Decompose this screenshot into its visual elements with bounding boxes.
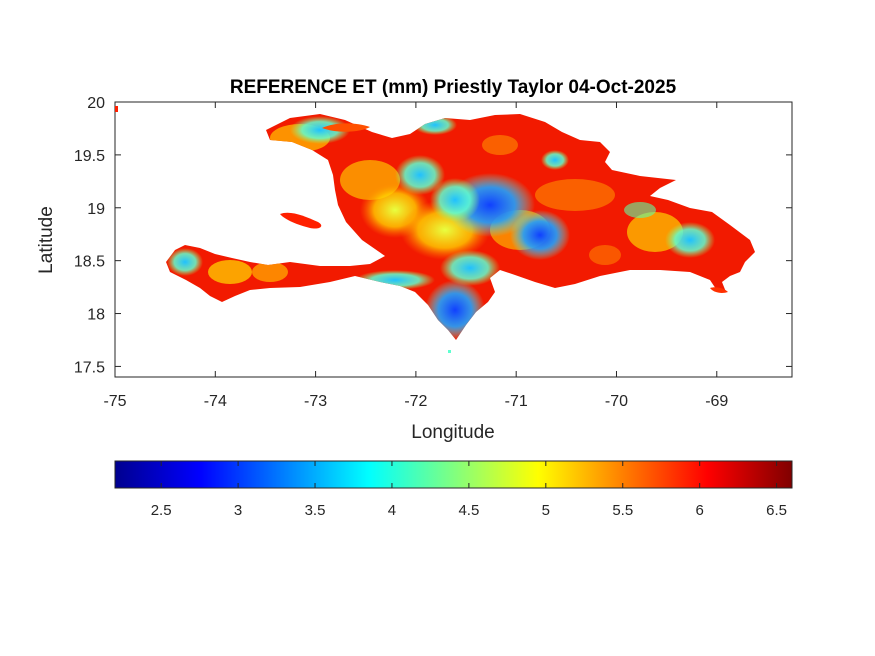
- gonave-island: [280, 212, 322, 229]
- x-tick-label: -73: [304, 393, 327, 410]
- y-tick-label: 18: [87, 307, 105, 324]
- colorbar-tick-label: 6: [696, 502, 704, 519]
- colorbar-tick-label: 6.5: [766, 502, 787, 519]
- y-tick-label: 20: [87, 95, 105, 112]
- x-axis-label: Longitude: [411, 422, 494, 443]
- saona-island: [710, 287, 728, 293]
- x-tick-label: -71: [505, 393, 528, 410]
- colorbar-ticks: 2.5 3 3.5 4 4.5 5 5.5 6 6.5: [151, 461, 787, 519]
- x-tick-label: -74: [204, 393, 227, 410]
- y-axis-label: Latitude: [36, 206, 57, 274]
- islet: [448, 350, 451, 353]
- colorbar-tick-label: 2.5: [151, 502, 172, 519]
- y-tick-label: 18.5: [74, 254, 105, 271]
- axis-ticks: -75 -74 -73 -72 -71 -70 -69 17.5 18 18.5 19 19.5 20: [74, 95, 792, 410]
- colorbar: [114, 460, 793, 489]
- map-title: REFERENCE ET (mm) Priestly Taylor 04-Oct…: [230, 77, 677, 98]
- y-tick-label: 17.5: [74, 359, 105, 376]
- x-tick-label: -70: [605, 393, 628, 410]
- y-tick-label: 19.5: [74, 148, 105, 165]
- colorbar-tick-label: 5: [542, 502, 550, 519]
- x-tick-label: -72: [404, 393, 427, 410]
- colorbar-tick-label: 4: [388, 502, 396, 519]
- islet-nw: [115, 106, 118, 112]
- colorbar-tick-label: 3.5: [305, 502, 326, 519]
- tortuga-island: [322, 123, 370, 132]
- colorbar-tick-label: 5.5: [612, 502, 633, 519]
- x-tick-label: -69: [705, 393, 728, 410]
- y-tick-label: 19: [87, 201, 105, 218]
- colorbar-tick-label: 3: [234, 502, 242, 519]
- x-tick-label: -75: [103, 393, 126, 410]
- colorbar-tick-label: 4.5: [458, 502, 479, 519]
